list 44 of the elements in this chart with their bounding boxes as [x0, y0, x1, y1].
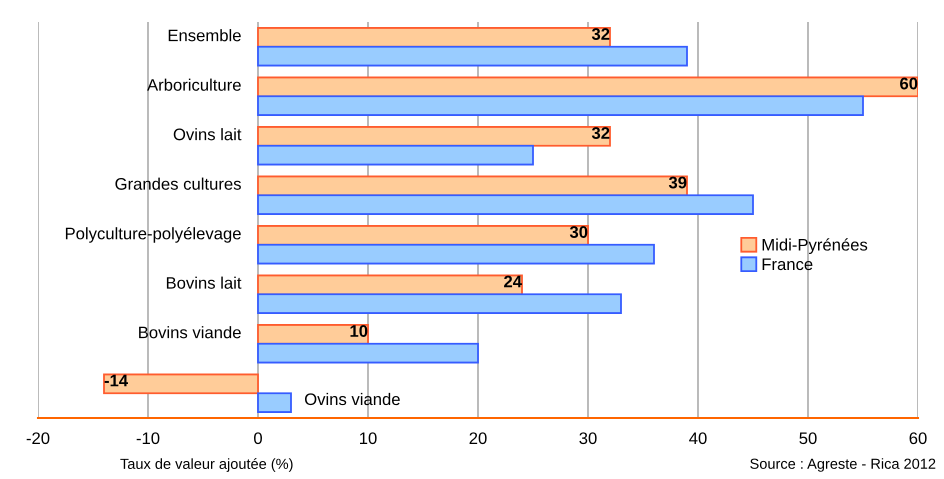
- y-tick-label: Polyculture-polyélevage: [66, 226, 241, 243]
- bar: [257, 27, 611, 48]
- data-label: 32: [592, 127, 610, 139]
- data-label: 24: [504, 276, 522, 288]
- data-label: 60: [900, 78, 918, 90]
- bar: [257, 95, 864, 116]
- x-axis-title: Taux de valeur ajoutée (%): [120, 458, 293, 472]
- data-label: 32: [592, 28, 610, 40]
- x-tick-label: 20: [470, 432, 487, 444]
- bar: [257, 194, 754, 215]
- legend-label: France: [762, 258, 812, 270]
- x-tick-label: 60: [910, 432, 927, 444]
- bar: [257, 46, 688, 66]
- y-tick-label: Bovins lait: [166, 276, 242, 289]
- y-tick-label: Grandes cultures: [115, 178, 241, 190]
- bar: [257, 342, 479, 364]
- bar: [257, 126, 611, 147]
- data-label: 10: [350, 325, 368, 337]
- data-label: -14: [104, 374, 128, 386]
- x-tick-label: 50: [799, 432, 817, 444]
- x-tick-label: 0: [254, 432, 262, 444]
- y-tick-label: Arboriculture: [147, 78, 241, 91]
- data-label: 39: [668, 176, 686, 188]
- y-tick-label: Ovins lait: [174, 128, 242, 140]
- data-label: 30: [570, 226, 588, 238]
- y-tick-label: Ensemble: [168, 29, 241, 42]
- bar: [257, 225, 589, 246]
- y-tick-label: Bovins viande: [139, 326, 241, 338]
- bar: [257, 76, 918, 98]
- y-tick-label: Ovins viande: [304, 392, 400, 406]
- bar: [257, 176, 688, 196]
- x-tick-label: 10: [360, 432, 377, 444]
- bar: [257, 293, 622, 314]
- bar: [103, 374, 259, 394]
- bar: [257, 244, 655, 264]
- legend-label: Midi-Pyrénées: [762, 238, 868, 254]
- source-note: Source : Agreste - Rica 2012: [750, 458, 936, 472]
- bar: [257, 144, 534, 166]
- bar: [257, 274, 523, 296]
- x-tick-label: 40: [689, 432, 707, 444]
- bar: [257, 392, 292, 413]
- x-tick-label: 30: [579, 432, 597, 444]
- x-tick-label: -10: [136, 432, 160, 444]
- x-tick-label: -20: [26, 432, 50, 444]
